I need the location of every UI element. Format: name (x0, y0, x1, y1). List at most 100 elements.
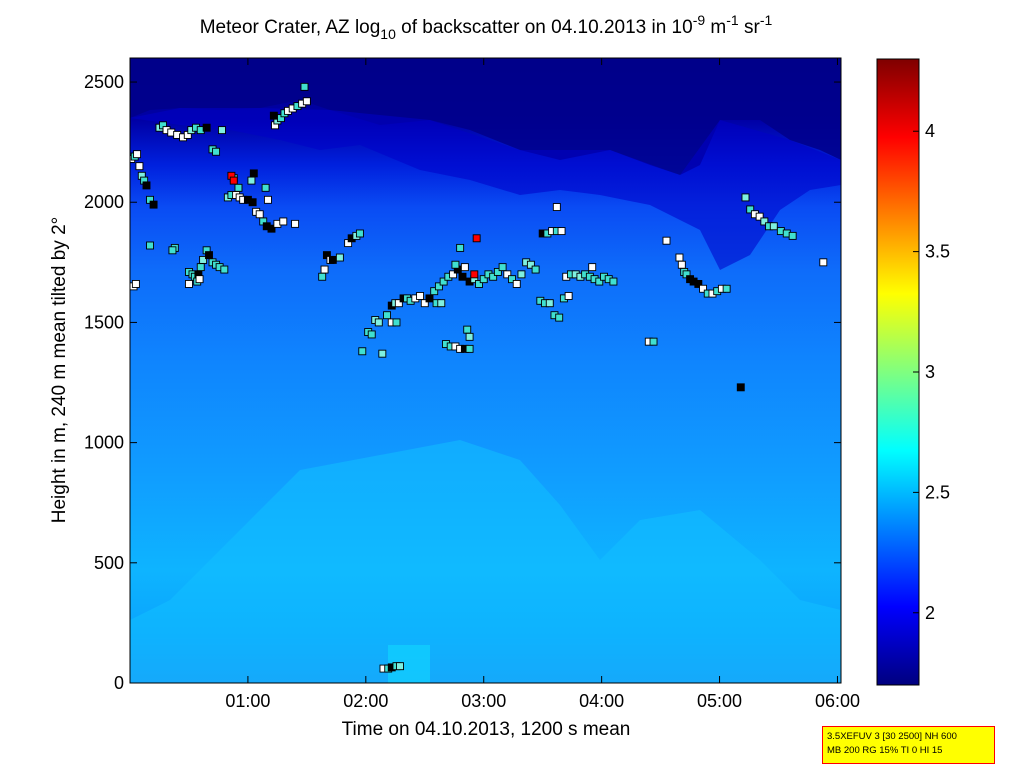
colorbar (876, 58, 920, 686)
layer-height-marker (475, 280, 483, 288)
layer-height-marker (149, 200, 158, 209)
layer-height-marker (248, 198, 257, 207)
colorbar-tick-label: 2 (925, 603, 935, 623)
layer-height-marker (736, 383, 745, 392)
layer-height-marker (264, 195, 272, 204)
layer-height-marker (588, 263, 597, 272)
layer-height-marker (508, 275, 516, 284)
y-tick-label: 0 (114, 673, 124, 693)
layer-height-marker (196, 263, 205, 272)
layer-height-marker (465, 344, 474, 353)
parameter-annotation-box: 3.5XEFUV 3 [30 2500] NH 600 MB 200 RG 15… (822, 726, 995, 764)
layer-height-marker (746, 205, 755, 214)
y-tick-label: 1500 (84, 312, 124, 332)
layer-height-marker (355, 229, 364, 238)
layer-height-marker (451, 260, 460, 269)
layer-height-marker (675, 253, 684, 262)
plot-frame (129, 57, 842, 684)
x-tick-label: 01:00 (225, 691, 270, 711)
layer-height-marker (205, 251, 213, 260)
layer-height-marker (425, 294, 434, 303)
layer-height-marker (195, 275, 204, 284)
high-value-marker (470, 270, 479, 279)
y-tick-label: 2500 (84, 72, 124, 92)
layer-height-marker (146, 241, 154, 250)
heatmap-field (130, 58, 841, 683)
layer-height-marker (267, 224, 276, 233)
layer-height-marker (302, 97, 311, 106)
layer-height-marker (255, 210, 264, 219)
x-tick-label: 05:00 (697, 691, 742, 711)
layer-height-marker (396, 662, 404, 671)
layer-height-marker (291, 219, 300, 228)
layer-height-marker (755, 212, 764, 221)
layer-height-marker (788, 231, 797, 240)
layer-height-marker (479, 275, 488, 284)
annotation-line-2: MB 200 RG 15% TI 0 HI 15 (827, 745, 943, 756)
x-axis: 01:00 02:00 03:00 04:00 05:00 06:00 (225, 58, 860, 711)
layer-height-marker (677, 260, 686, 269)
layer-height-marker (430, 287, 439, 296)
layer-height-marker (555, 313, 564, 322)
layer-height-marker (662, 236, 671, 245)
layer-height-marker (437, 299, 446, 308)
layer-height-marker (595, 277, 604, 286)
layer-height-marker (261, 183, 270, 192)
layer-height-marker (722, 284, 731, 293)
layer-height-marker (552, 203, 561, 211)
layer-height-marker (249, 169, 258, 178)
y-tick-label: 500 (94, 553, 124, 573)
layer-height-marker (741, 193, 750, 202)
y-axis-label: Height in m, 240 m mean tilted by 2° (49, 217, 70, 523)
layer-height-marker (458, 272, 467, 281)
layer-height-marker (498, 263, 507, 272)
chart-title: Meteor Crater, AZ log10 of backscatter o… (200, 12, 773, 42)
layer-height-marker (449, 270, 458, 279)
layer-height-marker (367, 330, 376, 339)
layer-height-marker (218, 126, 226, 135)
layer-height-marker (819, 258, 828, 267)
layer-height-marker (557, 227, 566, 236)
layer-height-marker (512, 280, 521, 288)
layer-height-marker (133, 150, 142, 159)
layer-height-marker (394, 299, 403, 308)
colorbar-tick-label: 4 (925, 121, 935, 141)
layer-height-marker (220, 265, 229, 274)
y-tick-label: 1000 (84, 433, 124, 453)
layer-height-marker (358, 347, 367, 356)
layer-height-marker (439, 277, 448, 286)
layer-height-marker (234, 183, 243, 192)
layer-height-marker (769, 222, 778, 231)
layer-height-marker (212, 147, 221, 156)
layer-height-marker (456, 243, 465, 252)
layer-height-marker (694, 280, 703, 288)
layer-height-marker (383, 311, 391, 320)
layer-height-marker (247, 176, 256, 185)
layer-height-marker (416, 292, 425, 300)
colorbar-axis: 2 2.5 3 3.5 4 (913, 121, 950, 623)
layer-height-marker (168, 246, 177, 255)
layer-height-marker (142, 181, 151, 190)
upper-boundary-blue (130, 108, 841, 270)
layer-height-marker (526, 260, 535, 269)
layer-height-marker (202, 123, 211, 132)
layer-height-markers (130, 82, 828, 673)
layer-height-marker (489, 272, 498, 281)
annotation-line-1: 3.5XEFUV 3 [30 2500] NH 600 (827, 731, 957, 742)
layer-height-marker (135, 162, 144, 171)
layer-height-marker (131, 280, 140, 288)
layer-height-marker (460, 263, 469, 272)
layer-height-marker (493, 267, 502, 276)
layer-height-marker (420, 299, 429, 308)
colorbar-tick-label: 3 (925, 362, 935, 382)
layer-height-marker (545, 299, 554, 308)
high-value-marker (229, 176, 238, 185)
layer-height-marker (328, 255, 337, 264)
colorbar-tick-label: 2.5 (925, 482, 950, 502)
layer-height-marker (378, 349, 387, 358)
layer-height-marker (564, 292, 573, 300)
x-tick-label: 04:00 (579, 691, 624, 711)
layer-height-marker (269, 111, 278, 120)
layer-height-marker (318, 272, 327, 281)
